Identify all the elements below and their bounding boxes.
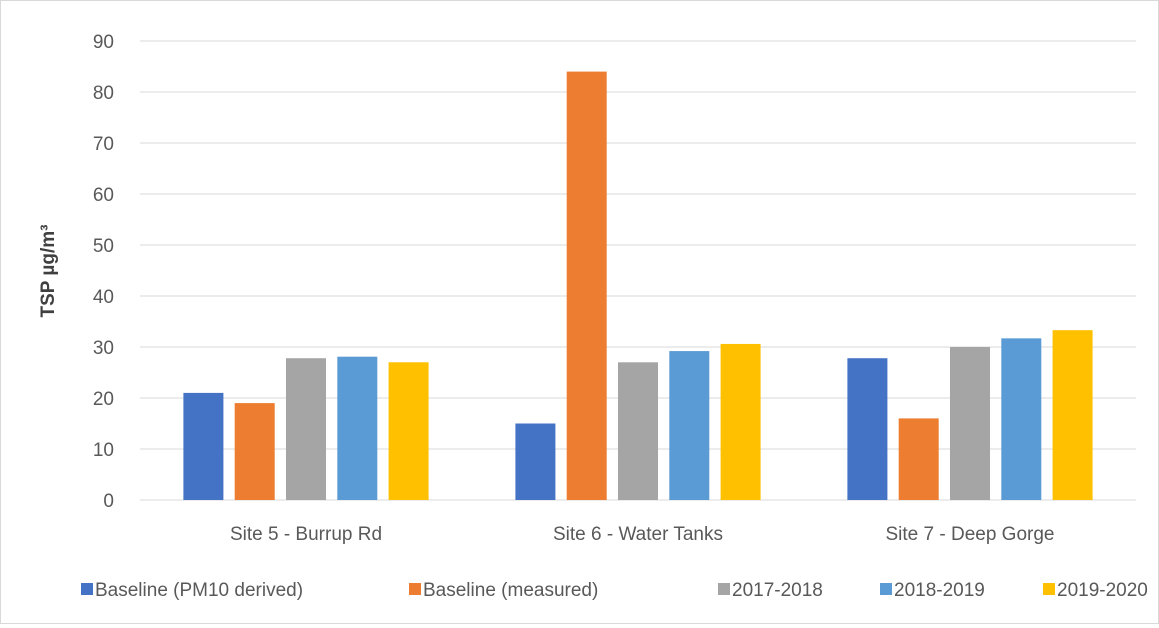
bar [1001, 338, 1042, 500]
legend-swatch [880, 583, 892, 595]
bars [183, 71, 1093, 500]
legend-swatch [718, 583, 730, 595]
y-tick-label: 70 [93, 134, 114, 155]
bar [234, 403, 275, 500]
legend-label: 2017-2018 [732, 580, 823, 601]
x-tick-label: Site 7 - Deep Gorge [886, 524, 1055, 545]
y-tick-label: 90 [93, 32, 114, 53]
x-axis-categories: Site 5 - Burrup Rd Site 6 - Water Tanks Si… [230, 524, 1055, 545]
bar [898, 418, 939, 500]
bar [388, 362, 429, 500]
bar [1052, 330, 1093, 500]
x-tick-label: Site 5 - Burrup Rd [230, 524, 382, 545]
legend-label: Baseline (measured) [423, 580, 598, 601]
bar [566, 71, 607, 500]
bar [669, 351, 710, 500]
y-tick-label: 50 [93, 236, 114, 257]
y-tick-label: 20 [93, 389, 114, 410]
y-tick-label: 10 [93, 440, 114, 461]
legend-swatch [1043, 583, 1055, 595]
bar [337, 356, 378, 500]
y-tick-label: 30 [93, 338, 114, 359]
bar [515, 423, 556, 500]
legend-swatch [409, 583, 421, 595]
bar [847, 358, 888, 500]
bar [720, 343, 761, 500]
bar [950, 347, 990, 500]
bar [286, 358, 326, 500]
y-axis-title: TSP µg/m³ [38, 225, 59, 318]
legend-label: 2019-2020 [1057, 580, 1148, 601]
legend-label: Baseline (PM10 derived) [95, 580, 303, 601]
y-axis-ticks: 0 10 20 30 40 50 60 70 80 90 [93, 32, 114, 512]
bar [183, 392, 224, 500]
y-tick-label: 40 [93, 287, 114, 308]
y-tick-label: 0 [103, 491, 114, 512]
legend-label: 2018-2019 [894, 580, 985, 601]
legend: Baseline (PM10 derived) Baseline (measure… [81, 580, 1148, 601]
legend-swatch [81, 583, 93, 595]
bar [618, 362, 658, 500]
y-tick-label: 60 [93, 185, 114, 206]
x-tick-label: Site 6 - Water Tanks [553, 524, 723, 545]
y-tick-label: 80 [93, 83, 114, 104]
